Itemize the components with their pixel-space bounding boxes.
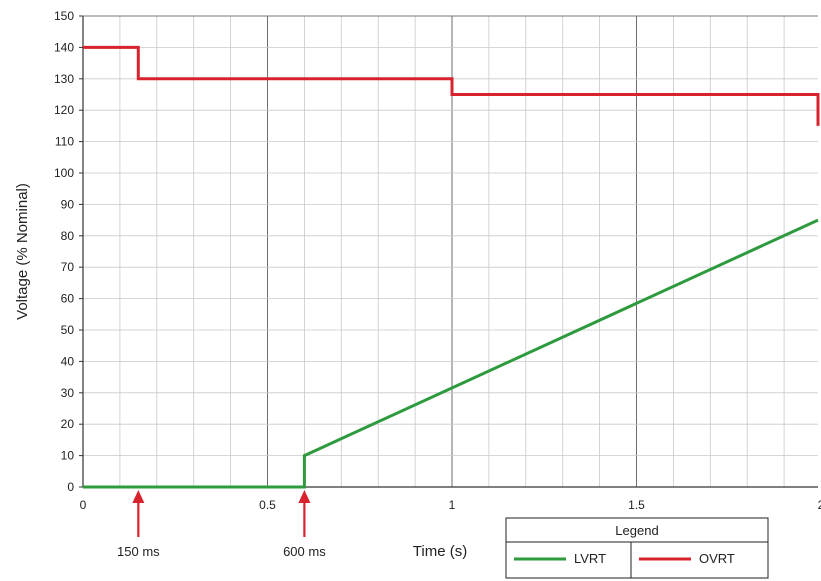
x-tick-label: 0 [80, 498, 87, 512]
y-tick-label: 40 [61, 354, 75, 368]
series-line-ovrt [83, 45, 820, 126]
y-tick-label: 30 [61, 386, 75, 400]
x-tick-labels: 00.511.522.533.5 [80, 498, 821, 512]
y-tick-label: 10 [61, 449, 75, 463]
y-tick-label: 130 [54, 72, 74, 86]
x-tick-label: 1 [449, 498, 456, 512]
y-tick-label: 0 [67, 480, 74, 494]
legend-entries: LVRT OVRT [514, 551, 735, 566]
x-tick-label: 0.5 [259, 498, 276, 512]
y-tick-label: 110 [55, 135, 74, 149]
y-tick-labels: 0 10 20 30 40 50 60 70 80 90 100 110 120 130 140 150 [54, 9, 83, 494]
legend-label-lvrt: LVRT [574, 551, 606, 566]
y-axis-title: Voltage (% Nominal) [14, 183, 31, 320]
annotation-arrow-head [132, 490, 145, 503]
legend-box [505, 517, 769, 579]
x-axis-title: Time (s) [413, 543, 467, 560]
y-tick-label: 20 [61, 417, 75, 431]
y-tick-label: 80 [61, 229, 75, 243]
y-tick-label: 60 [61, 292, 75, 306]
series-line-lvrt [83, 218, 819, 489]
x-tick-label: 2 [818, 498, 821, 512]
y-tick-label: 120 [54, 103, 74, 117]
y-tick-label: 50 [61, 323, 75, 337]
y-tick-label: 140 [54, 40, 74, 54]
y-tick-label: 150 [54, 9, 74, 23]
legend: Legend LVRT OVRT [505, 517, 769, 579]
x-tick-label: 1.5 [628, 498, 645, 512]
annotation-label: 600 ms [283, 544, 326, 559]
annotation-arrow-head [298, 490, 311, 503]
y-tick-label: 100 [54, 166, 74, 180]
y-tick-label: 90 [61, 197, 75, 211]
legend-label-ovrt: OVRT [699, 551, 735, 566]
series-lines [83, 45, 820, 489]
annotations: 150 ms 600 ms [117, 490, 326, 559]
legend-title: Legend [615, 523, 658, 538]
y-tick-label: 70 [61, 260, 75, 274]
annotation-label: 150 ms [117, 544, 160, 559]
